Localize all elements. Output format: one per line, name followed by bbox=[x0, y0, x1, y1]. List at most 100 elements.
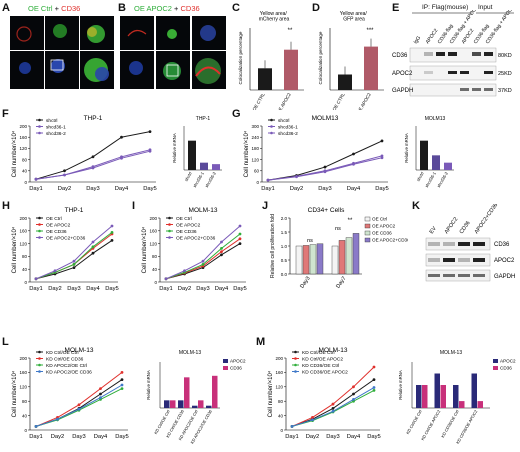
x-tick-label: Day5 bbox=[375, 186, 389, 192]
panel-e-row-gapdh: GAPDH bbox=[392, 88, 413, 94]
y-tick-label: 300 bbox=[251, 124, 259, 129]
legend-label: KD APOC2/OE Ctrl bbox=[46, 363, 87, 369]
data-point bbox=[72, 259, 76, 263]
y-tick-label: 0.5 bbox=[281, 258, 288, 263]
y-tick-label: 40 bbox=[22, 267, 28, 272]
data-point bbox=[120, 156, 123, 160]
band-apoc2 bbox=[443, 258, 455, 262]
panel-e-group-left: IP: Flag(mouse) bbox=[422, 4, 469, 11]
legend-label: KD Ctrl/OE CD36 bbox=[46, 356, 84, 362]
data-point bbox=[53, 269, 57, 273]
panel-a-title-red: CD36 bbox=[61, 4, 81, 13]
x-tick-label: Day4 bbox=[347, 186, 361, 192]
x-tick-label: Day4 bbox=[86, 286, 100, 292]
legend-marker bbox=[38, 236, 41, 239]
band-apoc2 bbox=[473, 258, 485, 262]
data-point bbox=[34, 177, 38, 181]
data-point bbox=[63, 169, 66, 173]
legend-marker bbox=[168, 229, 171, 233]
panel-a-title-green: OE Ctrl bbox=[28, 4, 53, 13]
panel-f-letter: F bbox=[2, 108, 9, 120]
inset-tick-label: shcd36-2 bbox=[204, 170, 217, 188]
inset-tick-label: KD Ctrl/OE APOC2 bbox=[420, 408, 442, 441]
panel-e-row-cd36: CD36 bbox=[392, 53, 408, 59]
legend-swatch bbox=[364, 237, 371, 243]
data-point bbox=[352, 162, 355, 166]
inset-bar bbox=[198, 400, 204, 408]
legend-swatch bbox=[223, 366, 228, 370]
inset-bar bbox=[200, 162, 208, 170]
inset-title: MOLM-13 bbox=[179, 350, 201, 356]
legend-label: KD CD36/OE Ctrl bbox=[302, 363, 339, 369]
tick-label: OE APOC2 bbox=[276, 92, 292, 110]
band-cd36 bbox=[448, 52, 457, 56]
series-line bbox=[35, 379, 123, 427]
y-tick-label: 160 bbox=[19, 229, 27, 234]
inset-bar bbox=[164, 400, 170, 408]
band-cd36 bbox=[473, 242, 485, 246]
panel-c-significance: ** bbox=[288, 28, 293, 34]
legend-label: CD36 bbox=[500, 366, 512, 371]
data-point bbox=[372, 386, 376, 389]
panel-m-letter: M bbox=[256, 336, 266, 348]
inset-tick-label: KD CD36/OE Ctrl bbox=[440, 409, 460, 439]
x-tick-label: Day5 bbox=[233, 286, 247, 292]
inset-y-label: Relative mRNA bbox=[404, 133, 409, 163]
chart-title: MOLM-13 bbox=[319, 347, 348, 354]
legend-marker bbox=[294, 357, 297, 360]
chart-title: MOLM-13 bbox=[65, 347, 94, 354]
inset-bar bbox=[444, 162, 452, 170]
legend-label: shcd36-2 bbox=[278, 131, 298, 137]
data-point bbox=[331, 409, 335, 413]
legend-label: KD Ctrl/OE APOC2 bbox=[302, 356, 343, 362]
x-tick-label: Day2 bbox=[306, 434, 320, 440]
panel-d-note-line1: Yellow area/ bbox=[340, 11, 368, 17]
data-point bbox=[99, 392, 102, 396]
data-point bbox=[372, 365, 376, 369]
data-point bbox=[91, 240, 95, 244]
legend-label: OE APOC2 bbox=[176, 222, 201, 228]
data-point bbox=[120, 378, 124, 381]
inset-bar bbox=[212, 164, 220, 170]
y-tick-label: 120 bbox=[251, 157, 259, 162]
panel-i-chart: MOLM-13 Cell number/×10⁴ 0 40 80 120 160 200 Day… bbox=[141, 207, 247, 292]
data-point bbox=[238, 242, 242, 245]
band-apoc2 bbox=[424, 71, 433, 74]
x-tick-label: Day4 bbox=[94, 434, 108, 440]
data-point bbox=[72, 263, 76, 266]
panel-m-chart: MOLM-13 Cell number/×10⁴ 0 40 80 120 160 200 Day… bbox=[267, 347, 381, 440]
lane-label: APOC2+CD36 bbox=[474, 204, 500, 235]
band-cd36 bbox=[436, 52, 445, 56]
legend-marker bbox=[294, 370, 297, 373]
legend-marker bbox=[38, 357, 41, 360]
panel-d-note-line2: GFP area bbox=[343, 17, 365, 23]
bar bbox=[316, 243, 324, 275]
inset-y-label: Relative mRNA bbox=[398, 370, 403, 400]
tick-label: OE CTRL bbox=[332, 92, 347, 110]
band-apoc2 bbox=[460, 71, 469, 74]
y-axis-label: Cell number/×10⁴ bbox=[141, 226, 148, 273]
data-point bbox=[201, 263, 205, 266]
y-tick-label: 120 bbox=[19, 241, 27, 246]
inset-title: THP-1 bbox=[196, 116, 211, 122]
legend-marker bbox=[38, 125, 41, 128]
data-point bbox=[120, 383, 124, 387]
panel-c-note-line1: Yellow area/ bbox=[260, 11, 288, 17]
tick-label: OE CTRL bbox=[252, 92, 267, 110]
panel-e-group-right: Input bbox=[478, 4, 493, 11]
y-tick-label: 160 bbox=[19, 135, 27, 140]
panel-c-letter: C bbox=[232, 2, 240, 14]
band-apoc2 bbox=[458, 258, 470, 262]
panel-b-letter: B bbox=[118, 2, 126, 14]
bar bbox=[352, 233, 360, 275]
y-tick-label: 160 bbox=[275, 370, 283, 375]
legend-swatch bbox=[364, 223, 371, 229]
x-tick-label: Day1 bbox=[159, 286, 173, 292]
inset-bar bbox=[170, 400, 176, 408]
panel-d-letter: D bbox=[312, 2, 320, 14]
x-tick-label: Day3 bbox=[318, 186, 332, 192]
inset-tick-label: shcd36-2 bbox=[436, 170, 449, 188]
y-tick-label: 0 bbox=[256, 180, 259, 185]
bar bbox=[331, 245, 339, 275]
y-tick-label: 200 bbox=[19, 356, 27, 361]
